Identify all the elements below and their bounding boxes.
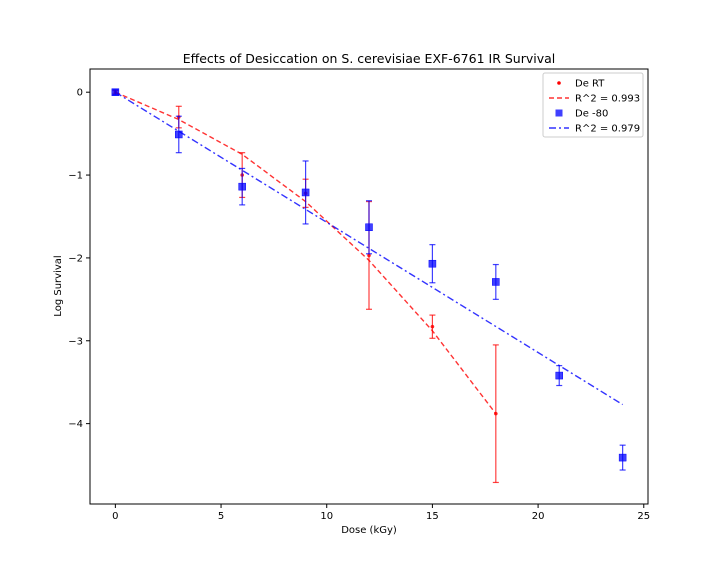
x-tick-label: 10: [320, 511, 333, 522]
y-axis-label: Log Survival: [53, 255, 64, 316]
data-point-dot: [430, 324, 435, 329]
data-point-square: [428, 259, 437, 268]
x-axis-label: Dose (kGy): [341, 525, 397, 536]
y-tick-label: −2: [68, 253, 83, 264]
series-layer: [111, 88, 627, 484]
y-tick-label: −1: [68, 171, 83, 182]
y-tick-label: −4: [68, 419, 83, 430]
y-axis: 0 −1 −2 −3 −4: [68, 88, 90, 430]
data-point-square: [492, 278, 500, 286]
data-point-square: [618, 453, 627, 462]
y-tick-label: −3: [68, 336, 83, 347]
legend-box: [542, 72, 644, 138]
legend-dot-swatch: [557, 81, 561, 85]
legend-square-swatch: [555, 109, 563, 117]
data-point-square: [111, 88, 120, 96]
data-point-square: [301, 188, 310, 197]
y-tick-label: 0: [77, 88, 83, 99]
legend-label: R^2 = 0.979: [575, 124, 640, 135]
data-point-square: [238, 182, 246, 191]
data-point-dot: [494, 411, 498, 416]
chart-title: Effects of Desiccation on S. cerevisiae …: [183, 51, 556, 66]
x-tick-label: 15: [426, 511, 439, 522]
x-tick-label: 5: [218, 511, 224, 522]
data-point-square: [175, 130, 183, 139]
legend-label: De -80: [575, 109, 608, 120]
legend-label: R^2 = 0.993: [575, 94, 640, 105]
x-tick-label: 20: [532, 511, 545, 522]
legend: De RT R^2 = 0.993 De -80 R^2 = 0.979: [542, 72, 644, 138]
data-point-square: [365, 223, 373, 232]
data-point-dot: [367, 253, 371, 258]
x-tick-label: 25: [637, 511, 650, 522]
legend-label: De RT: [575, 79, 605, 90]
fit-line-3: [114, 91, 624, 406]
plot-frame: [89, 68, 649, 505]
x-tick-label: 0: [112, 511, 118, 522]
data-point-square: [555, 371, 563, 380]
x-axis: 0 5 10 15 20 25: [112, 504, 650, 522]
